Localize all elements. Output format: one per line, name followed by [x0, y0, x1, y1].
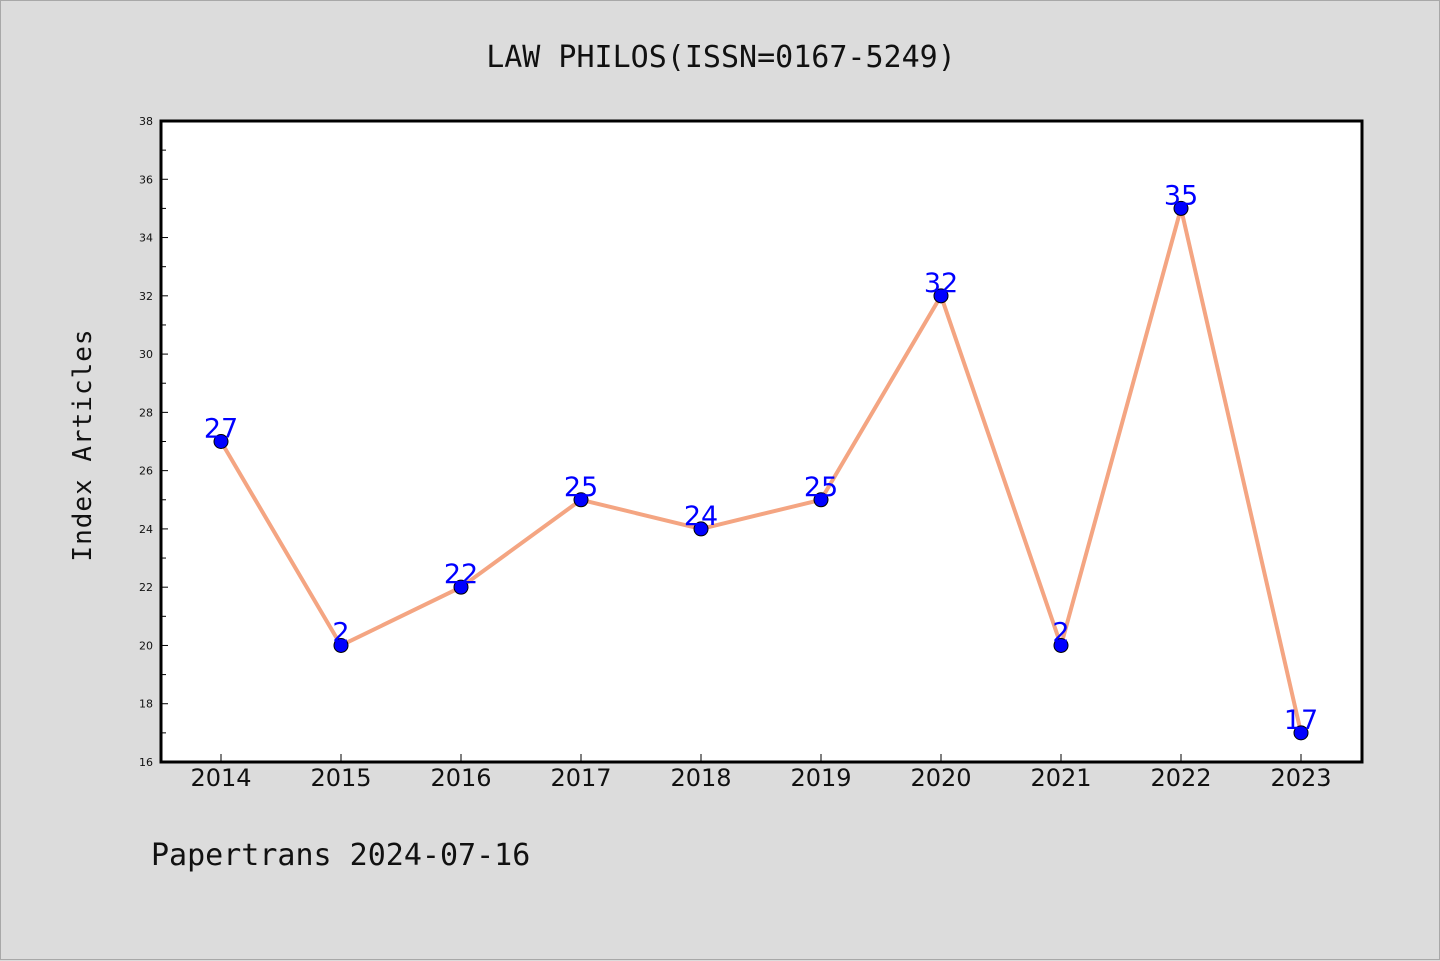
series-line [219, 206, 1303, 734]
data-point-2016 [453, 579, 469, 595]
data-point-2017 [573, 492, 589, 508]
y-tick-label: 20 [139, 639, 153, 652]
x-tick-label: 2018 [670, 764, 731, 792]
data-label-2014: 27 [204, 414, 238, 445]
data-label-2023: 17 [1284, 705, 1318, 736]
data-point-2021 [1053, 637, 1069, 653]
y-tick-label: 36 [139, 173, 153, 186]
data-point-2022 [1173, 200, 1189, 216]
plot-area [161, 121, 1362, 762]
plot-border [159, 119, 1364, 764]
y-tick-label: 16 [139, 756, 153, 769]
data-label-2017: 25 [564, 472, 598, 503]
data-label-2016: 22 [444, 559, 478, 590]
y-tick-label: 32 [139, 290, 153, 303]
data-label-2021: 2 [1052, 617, 1069, 648]
y-tick-label: 22 [139, 581, 153, 594]
data-label-2018: 24 [684, 501, 718, 532]
series-line-group [219, 206, 1303, 734]
markers-group [213, 200, 1309, 741]
data-point-2015 [333, 637, 349, 653]
y-tick-label: 24 [139, 523, 153, 536]
x-tick-label: 2015 [310, 764, 371, 792]
data-label-2019: 25 [804, 472, 838, 503]
y-tick-label: 28 [139, 406, 153, 419]
x-tick-label: 2017 [550, 764, 611, 792]
x-tick-label: 2016 [430, 764, 491, 792]
y-tick-label: 34 [139, 232, 153, 245]
x-tick-label: 2022 [1150, 764, 1211, 792]
x-tick-label: 2020 [910, 764, 971, 792]
data-label-2015: 2 [332, 617, 349, 648]
chart-title: LAW PHILOS(ISSN=0167-5249) [486, 40, 956, 75]
y-tick-label: 18 [139, 698, 153, 711]
y-tick-label: 30 [139, 348, 153, 361]
x-tick-label: 2021 [1030, 764, 1091, 792]
data-point-2023 [1293, 725, 1309, 741]
y-axis-label: Index Articles [68, 328, 98, 561]
x-tick-label: 2023 [1270, 764, 1331, 792]
y-tick-label: 38 [139, 115, 153, 128]
x-tick-label: 2014 [190, 764, 251, 792]
x-tick-label: 2019 [790, 764, 851, 792]
y-tick-label: 26 [139, 465, 153, 478]
data-point-2020 [933, 288, 949, 304]
data-label-2020: 32 [924, 268, 958, 299]
footer-source-date: Papertrans 2024-07-16 [151, 838, 530, 873]
data-point-2018 [693, 521, 709, 537]
data-label-2022: 35 [1164, 180, 1198, 211]
data-point-2014 [213, 434, 229, 449]
data-point-2019 [813, 492, 829, 508]
